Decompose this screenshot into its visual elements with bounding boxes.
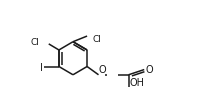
Text: O: O (145, 65, 153, 74)
Text: OH: OH (129, 78, 144, 88)
Text: I: I (40, 62, 43, 72)
Text: Cl: Cl (31, 38, 39, 47)
Text: Cl: Cl (93, 35, 101, 43)
Text: O: O (98, 65, 106, 75)
